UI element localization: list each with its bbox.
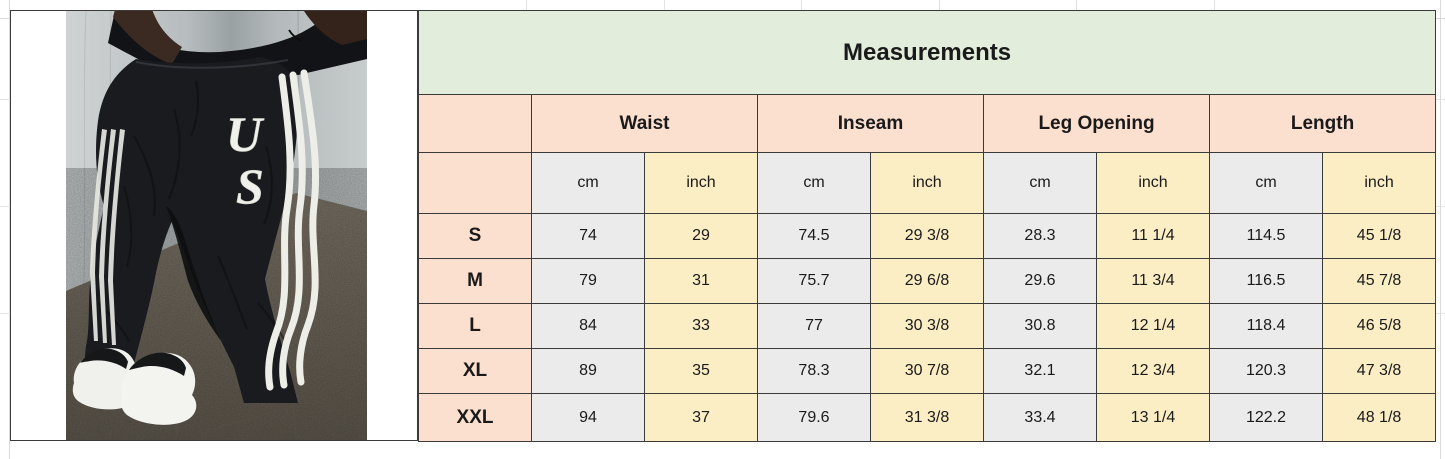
svg-text:U: U [226,106,265,162]
svg-text:S: S [236,158,264,214]
